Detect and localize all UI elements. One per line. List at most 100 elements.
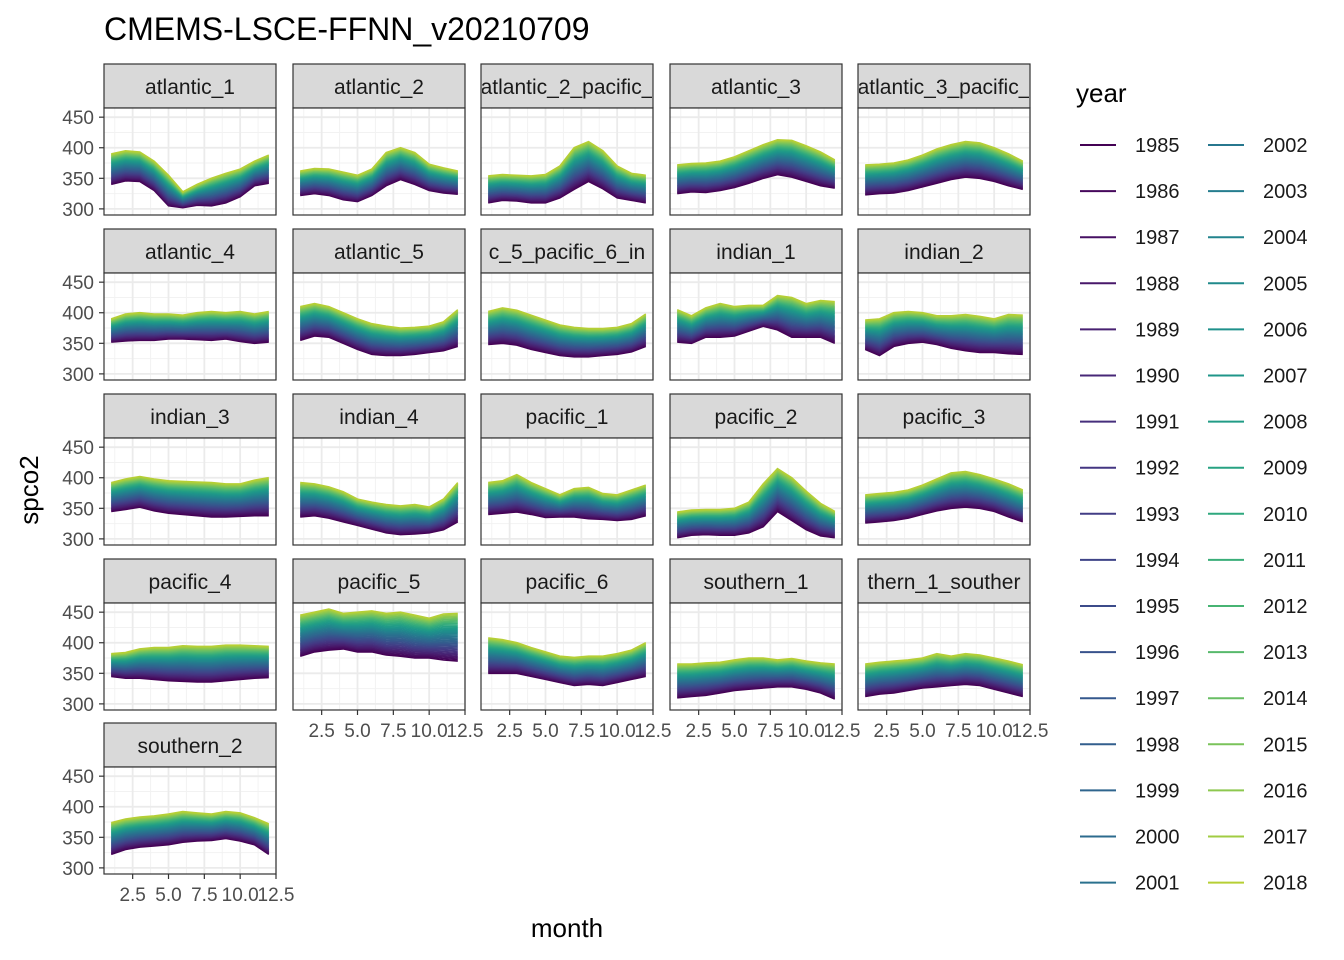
panel-border — [480, 437, 654, 546]
facet-panel: indian_2 — [857, 228, 1031, 381]
facet-strip-label: pacific_6 — [526, 571, 609, 594]
series-line-1985 — [865, 506, 1024, 524]
series-line-2000 — [111, 662, 269, 668]
series-line-2014 — [865, 656, 1024, 670]
facet-strip — [103, 228, 277, 274]
series-line-2018 — [865, 470, 1024, 496]
legend-label: 2016 — [1263, 780, 1308, 802]
series-line-1988 — [488, 669, 646, 684]
x-tick-label: 10.0 — [976, 721, 1013, 742]
series-line-1996 — [488, 330, 647, 349]
series-group — [864, 310, 1023, 357]
series-line-2003 — [488, 653, 647, 672]
series-line-2013 — [111, 480, 269, 490]
series-line-2006 — [677, 668, 835, 678]
legend-item: 2006 — [1208, 319, 1308, 341]
series-line-1985 — [677, 173, 835, 195]
series-line-1999 — [865, 161, 1024, 183]
legend-label: 1998 — [1135, 734, 1180, 756]
series-line-1993 — [865, 676, 1023, 690]
series-line-2005 — [677, 668, 835, 679]
series-line-2009 — [865, 150, 1024, 174]
series-line-2000 — [299, 630, 458, 641]
legend-label: 1986 — [1135, 181, 1180, 203]
series-line-1991 — [865, 169, 1024, 191]
legend-item: 2018 — [1208, 873, 1308, 895]
series-line-2009 — [865, 661, 1023, 675]
series-line-1988 — [677, 683, 836, 697]
legend-label: 2006 — [1263, 319, 1308, 341]
series-line-2017 — [300, 609, 458, 621]
series-line-1997 — [299, 323, 459, 347]
panel-border — [669, 107, 843, 216]
facet-strip-label: atlantic_3_pacific_ — [858, 76, 1031, 99]
x-tick-label: 10.0 — [222, 885, 259, 906]
series-group — [111, 475, 269, 518]
facet-panel: atlantic_1 300 350 400 450 — [62, 63, 277, 221]
series-line-2002 — [677, 671, 835, 682]
legend-title: year — [1076, 78, 1127, 108]
x-tick-label: 2.5 — [496, 721, 522, 742]
series-line-2013 — [865, 657, 1024, 671]
facet-strip-label: indian_3 — [150, 406, 229, 429]
series-line-2003 — [111, 489, 269, 500]
panel-border — [292, 272, 466, 381]
series-line-2003 — [865, 486, 1024, 509]
legend-item: 2014 — [1208, 688, 1308, 710]
series-line-2016 — [110, 812, 270, 827]
series-line-2000 — [677, 673, 836, 684]
series-line-1993 — [299, 639, 458, 651]
series-line-2005 — [865, 154, 1024, 178]
series-line-2008 — [111, 654, 269, 662]
series-line-1987 — [865, 681, 1023, 696]
series-group — [299, 608, 458, 662]
facet-panel: indian_4 — [292, 393, 466, 546]
series-line-1992 — [864, 335, 1023, 349]
series-line-2012 — [677, 662, 835, 672]
legend-item: 2011 — [1208, 550, 1306, 572]
series-line-1999 — [299, 321, 459, 345]
series-line-1988 — [865, 173, 1024, 193]
series-line-2007 — [677, 667, 835, 677]
facet-strip — [103, 63, 277, 109]
series-line-1986 — [864, 340, 1023, 356]
series-line-2009 — [111, 484, 269, 494]
legend-label: 1989 — [1135, 319, 1180, 341]
series-line-2008 — [300, 620, 458, 632]
y-tick-label: 300 — [62, 200, 94, 221]
series-line-1991 — [677, 680, 836, 694]
y-tick-label: 450 — [62, 767, 94, 788]
legend-label: 2000 — [1135, 827, 1180, 849]
series-line-1990 — [299, 330, 459, 353]
series-line-1998 — [299, 633, 458, 644]
series-line-1995 — [677, 163, 836, 186]
series-group — [488, 307, 647, 358]
y-tick-label: 350 — [62, 334, 94, 355]
panel-border — [103, 272, 277, 381]
facet-strip — [480, 558, 654, 604]
facet-strip — [292, 558, 466, 604]
series-line-1999 — [110, 826, 270, 843]
series-line-2012 — [865, 477, 1024, 501]
series-line-1996 — [299, 635, 458, 646]
series-line-1987 — [865, 504, 1024, 523]
series-line-2004 — [677, 669, 835, 680]
series-line-2009 — [677, 665, 835, 675]
series-line-1995 — [111, 496, 269, 508]
x-tick-label: 7.5 — [380, 721, 406, 742]
facet-strip-label: thern_1_souther — [868, 571, 1021, 594]
series-line-2009 — [300, 619, 458, 630]
series-line-1988 — [111, 503, 269, 515]
series-group — [865, 652, 1024, 698]
series-line-2007 — [677, 150, 836, 176]
series-line-1998 — [865, 492, 1024, 513]
series-line-1987 — [111, 504, 269, 516]
series-line-2008 — [110, 818, 270, 834]
legend-label: 1996 — [1135, 642, 1180, 664]
series-line-2004 — [865, 155, 1024, 179]
legend-label: 2012 — [1263, 596, 1308, 618]
series-line-2004 — [865, 485, 1024, 508]
chart-title: CMEMS-LSCE-FFNN_v20210709 — [104, 11, 590, 47]
series-line-2013 — [677, 661, 835, 671]
x-tick-label: 2.5 — [685, 721, 711, 742]
